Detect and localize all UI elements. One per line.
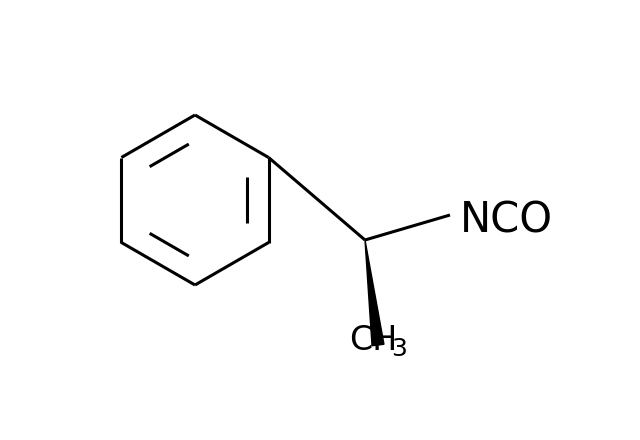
- Polygon shape: [365, 240, 384, 346]
- Text: CH: CH: [349, 324, 397, 357]
- Text: NCO: NCO: [460, 199, 553, 241]
- Text: 3: 3: [391, 337, 407, 361]
